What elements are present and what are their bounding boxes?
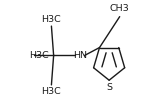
Text: H3C: H3C	[29, 51, 49, 60]
Text: HN: HN	[73, 51, 87, 60]
Text: S: S	[106, 83, 112, 92]
Text: CH3: CH3	[110, 4, 130, 13]
Text: H3C: H3C	[42, 87, 61, 96]
Text: H3C: H3C	[42, 15, 61, 24]
